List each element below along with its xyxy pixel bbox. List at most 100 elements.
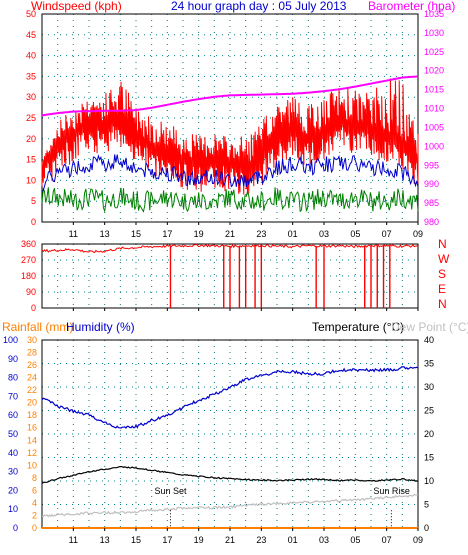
baro-y-tick-label: 990 (424, 179, 439, 189)
wind-y-tick-label: 15 (26, 155, 36, 165)
climate-x-tick-label: 17 (162, 535, 172, 545)
temperature-y-tick-label: 30 (424, 382, 434, 392)
climate-x-tick-label: 23 (256, 535, 266, 545)
baro-y-tick-label: 1035 (424, 9, 444, 19)
direction-compass-label: E (438, 282, 446, 296)
direction-y-tick-label: 0 (31, 303, 36, 313)
rain-y-tick-label: 18 (27, 410, 37, 420)
rainfall-title: Rainfall (mm) (2, 320, 73, 334)
baro-y-tick-label: 1000 (424, 141, 444, 151)
baro-y-tick-label: 995 (424, 160, 439, 170)
barometer-title: Barometer (hpa) (368, 0, 455, 13)
wind-y-tick-label: 20 (26, 134, 36, 144)
climate-x-tick-label: 01 (288, 535, 298, 545)
rain-y-tick-label: 20 (27, 398, 37, 408)
humidity-title: Humidity (%) (66, 320, 135, 334)
direction-y-tick-label: 180 (21, 271, 36, 281)
humidity-y-tick-label: 30 (8, 467, 18, 477)
windspeed-title: Windspeed (kph) (31, 0, 122, 13)
direction-compass-label: N (438, 297, 447, 311)
humidity-y-tick-label: 80 (8, 373, 18, 383)
humidity-y-tick-label: 100 (3, 335, 18, 345)
rain-y-tick-label: 0 (32, 523, 37, 533)
humidity-series (41, 366, 419, 429)
wind-x-tick-label: 01 (288, 229, 298, 239)
baro-y-tick-label: 1020 (424, 66, 444, 76)
wind-y-tick-label: 50 (26, 9, 36, 19)
wind-y-tick-label: 40 (26, 51, 36, 61)
wind-y-tick-label: 25 (26, 113, 36, 123)
baro-y-tick-label: 980 (424, 217, 439, 227)
climate-x-tick-label: 11 (69, 535, 78, 545)
humidity-y-tick-label: 70 (8, 391, 18, 401)
humidity-y-tick-label: 0 (13, 523, 18, 533)
direction-compass-label: N (438, 237, 447, 251)
baro-y-tick-label: 1030 (424, 28, 444, 38)
wind-x-tick-label: 07 (382, 229, 392, 239)
rain-y-tick-label: 30 (27, 335, 37, 345)
humidity-y-tick-label: 20 (8, 485, 18, 495)
temperature-y-tick-label: 25 (424, 406, 434, 416)
wind-y-tick-label: 35 (26, 71, 36, 81)
rain-y-tick-label: 4 (32, 498, 37, 508)
climate-x-tick-label: 19 (194, 535, 204, 545)
climate-x-tick-label: 03 (319, 535, 329, 545)
wind-y-tick-label: 5 (31, 196, 36, 206)
climate-x-tick-label: 09 (413, 535, 423, 545)
temperature-y-tick-label: 0 (424, 523, 429, 533)
rain-y-tick-label: 6 (32, 485, 37, 495)
wind-x-tick-label: 13 (100, 229, 110, 239)
barometer-series (41, 75, 419, 117)
rain-y-tick-label: 28 (27, 348, 37, 358)
sunrise-label: Sun Rise (373, 486, 410, 496)
baro-y-tick-label: 1015 (424, 85, 444, 95)
climate-x-tick-label: 05 (350, 535, 360, 545)
rain-y-tick-label: 14 (27, 435, 37, 445)
temperature-series (41, 466, 419, 485)
dewpoint-title: Dew Point (°C) (391, 320, 468, 334)
humidity-y-tick-label: 50 (8, 429, 18, 439)
humidity-y-tick-label: 10 (8, 504, 18, 514)
temperature-y-tick-label: 10 (424, 476, 434, 486)
temperature-title: Temperature (°C) (312, 320, 404, 334)
wind-x-tick-label: 11 (69, 229, 78, 239)
temperature-y-tick-label: 35 (424, 359, 434, 369)
wind-x-tick-label: 17 (162, 229, 172, 239)
direction-y-tick-label: 360 (21, 239, 36, 249)
wind-x-tick-label: 23 (256, 229, 266, 239)
direction-compass-label: W (438, 252, 450, 266)
climate-x-tick-label: 07 (382, 535, 392, 545)
wind-x-tick-label: 19 (194, 229, 204, 239)
baro-y-tick-label: 1005 (424, 122, 444, 132)
wind-x-tick-label: 03 (319, 229, 329, 239)
humidity-y-tick-label: 40 (8, 448, 18, 458)
baro-y-tick-label: 1010 (424, 104, 444, 114)
direction-y-tick-label: 270 (21, 255, 36, 265)
wind-y-tick-label: 30 (26, 92, 36, 102)
direction-compass-label: S (438, 267, 446, 281)
rain-y-tick-label: 10 (27, 460, 37, 470)
wind-average-series (41, 154, 419, 192)
rain-y-tick-label: 16 (27, 423, 37, 433)
wind-low-series (41, 187, 419, 214)
dewpoint-series (41, 493, 419, 518)
rain-y-tick-label: 24 (27, 373, 37, 383)
rain-y-tick-label: 22 (27, 385, 37, 395)
temperature-y-tick-label: 40 (424, 335, 434, 345)
wind-x-tick-label: 09 (413, 229, 423, 239)
direction-y-tick-label: 90 (26, 287, 36, 297)
wind-x-tick-label: 15 (131, 229, 141, 239)
rain-y-tick-label: 26 (27, 360, 37, 370)
baro-y-tick-label: 985 (424, 198, 439, 208)
temperature-y-tick-label: 15 (424, 453, 434, 463)
baro-y-tick-label: 1025 (424, 47, 444, 57)
graph-title: 24 hour graph day : 05 July 2013 (171, 0, 347, 13)
wind-y-tick-label: 0 (31, 217, 36, 227)
climate-x-tick-label: 13 (100, 535, 110, 545)
rain-y-tick-label: 12 (27, 448, 37, 458)
sunset-label: Sun Set (154, 486, 187, 496)
rain-y-tick-label: 2 (32, 510, 37, 520)
windspeed-series (41, 78, 419, 195)
humidity-y-tick-label: 60 (8, 410, 18, 420)
wind-x-tick-label: 05 (350, 229, 360, 239)
